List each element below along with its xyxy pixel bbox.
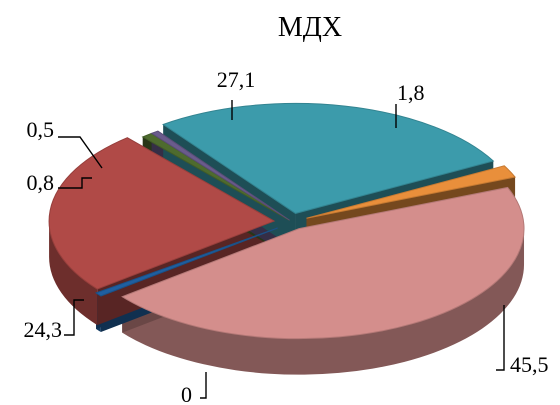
leader-line [64,299,84,336]
data-label: 27,1 [217,67,256,92]
data-label: 1,8 [397,80,425,105]
data-label: 24,3 [24,317,63,342]
pie-slice-side [49,221,98,326]
chart-title: МДХ [277,12,343,43]
pie-slice-6 [306,165,517,219]
pie-slice-0 [121,186,525,340]
pie-slice-side [122,228,525,375]
leader-line [58,177,92,189]
data-label: 0,5 [27,117,55,142]
leader-line [200,372,207,399]
pie-slice-5 [162,102,495,214]
data-label: 0 [181,382,192,405]
pie-slice-4 [150,130,290,221]
leader-line [496,305,505,371]
data-label: 0,8 [27,170,55,195]
pie-slice-2 [48,137,276,290]
data-label: 45,5 [510,352,549,377]
pie-slice-1 [94,227,278,297]
leader-line [58,136,103,169]
